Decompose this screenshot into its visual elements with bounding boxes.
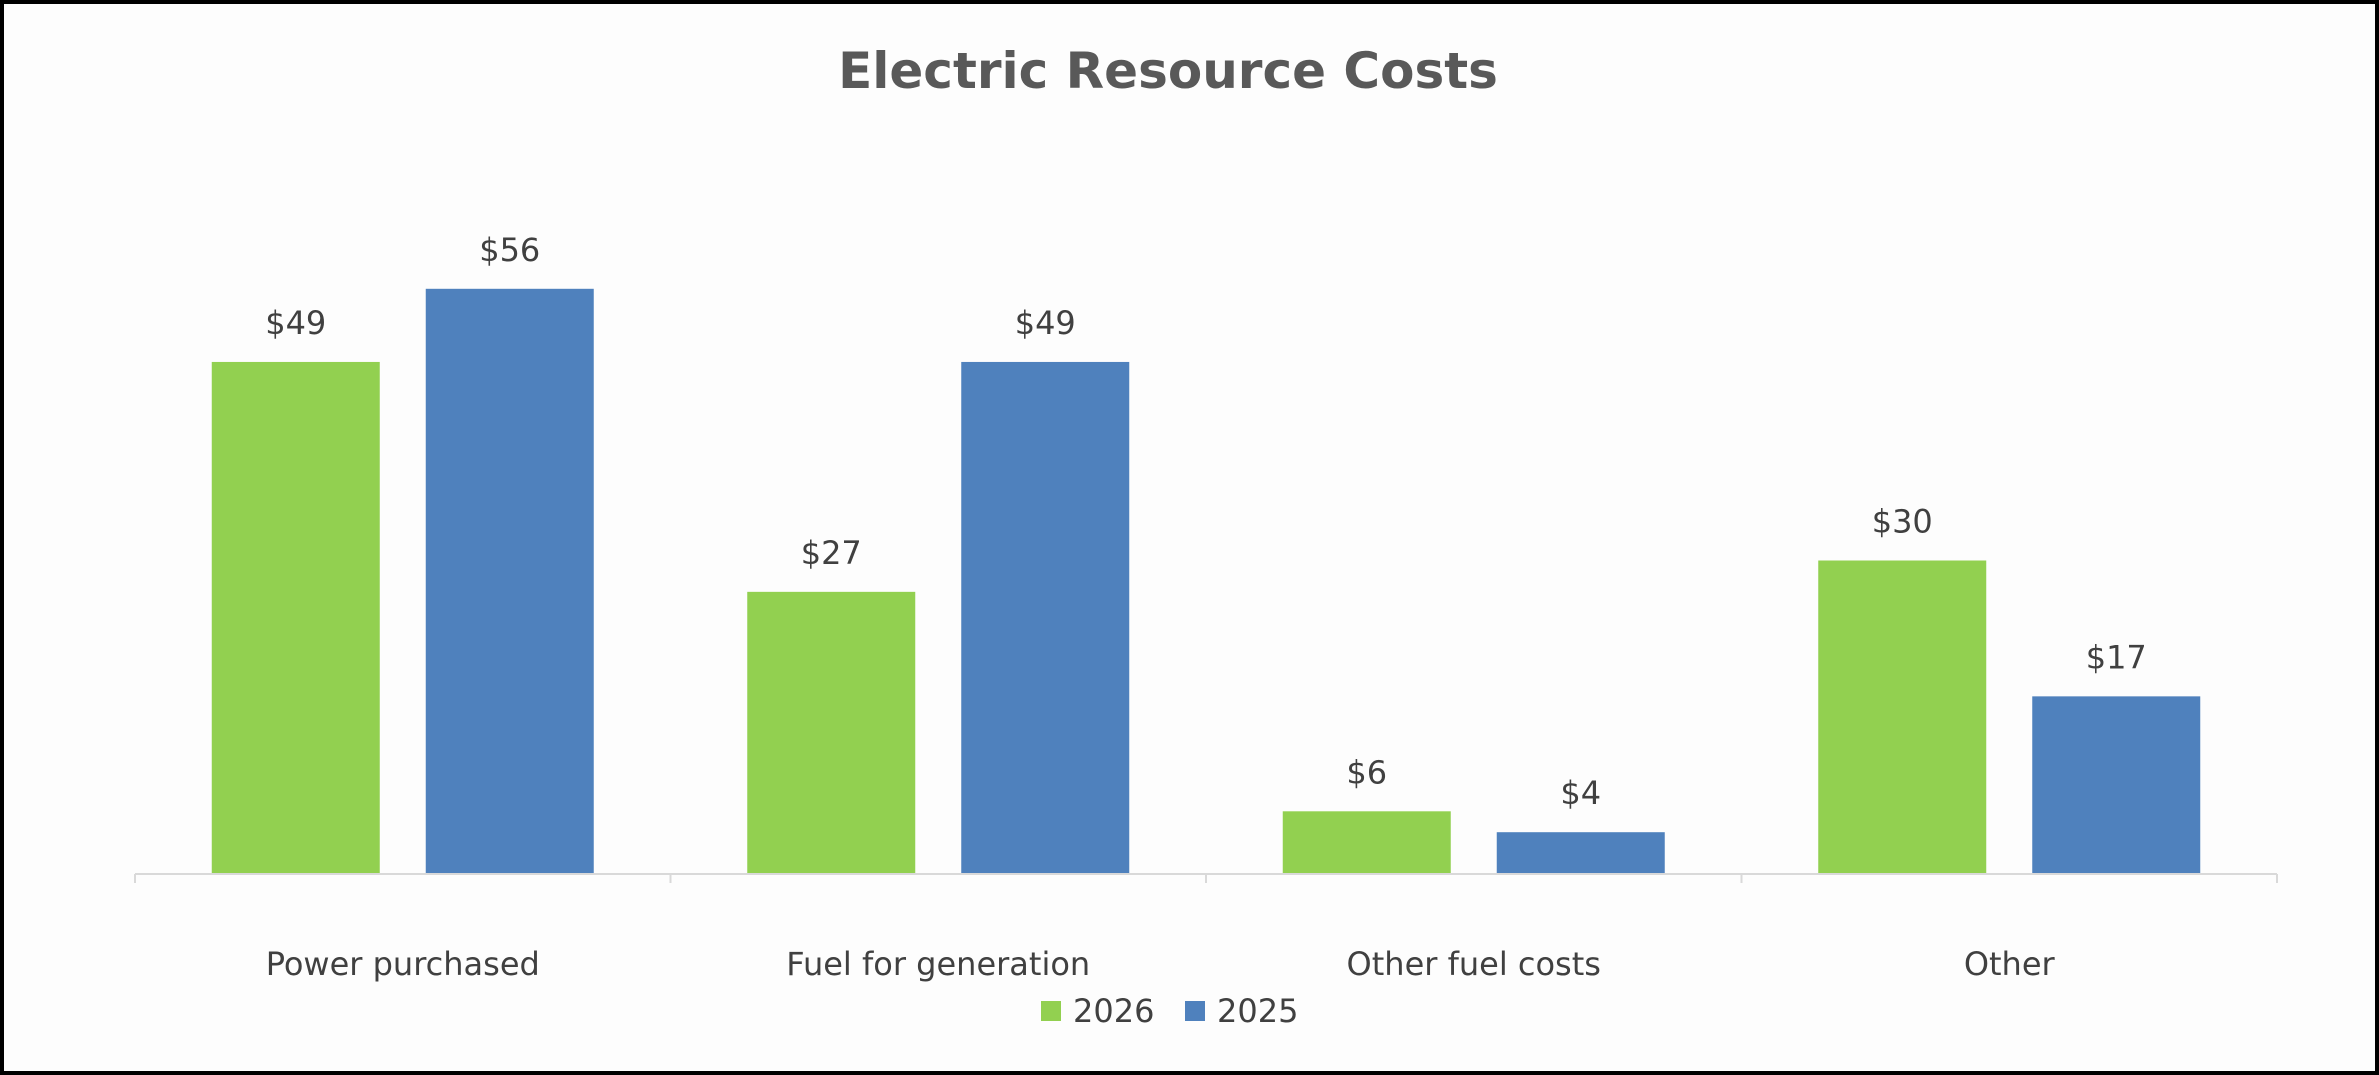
bar-2026-other-fuel-costs [1282,811,1451,874]
data-label-2025-other-fuel-costs: $4 [1560,774,1601,812]
plot-area: $49 $56 $27 $49 $6 $4 $30 $17 Power purchased Fue… [134,231,2278,1030]
bar-2026-other [1818,560,1987,874]
data-label-2025-other: $17 [2086,638,2147,676]
data-label-2025-fuel-for-generation: $49 [1015,304,1076,342]
legend-label-2025: 2025 [1217,992,1298,1030]
legend-swatch-2025 [1185,1001,1205,1021]
legend-label-2026: 2026 [1073,992,1154,1030]
bar-2025-other-fuel-costs [1496,832,1665,874]
legend-swatch-2026 [1041,1001,1061,1021]
x-tick-label-other-fuel-costs: Other fuel costs [1347,945,1601,983]
bar-2026-power-purchased [211,361,380,874]
bar-2025-fuel-for-generation [961,361,1130,874]
data-label-2026-power-purchased: $49 [265,304,326,342]
bar-2025-power-purchased [425,288,594,874]
data-label-2026-fuel-for-generation: $27 [801,534,862,572]
chart-title: Electric Resource Costs [838,42,1498,100]
data-label-2026-other-fuel-costs: $6 [1346,753,1387,791]
bar-2025-other [2032,696,2201,874]
x-tick-label-fuel-for-generation: Fuel for generation [786,945,1090,983]
data-label-2025-power-purchased: $56 [479,231,540,269]
bar-2026-fuel-for-generation [747,591,916,874]
legend: 2026 2025 [1041,992,1298,1030]
x-tick-label-other: Other [1964,945,2056,983]
data-label-2026-other: $30 [1872,503,1933,541]
x-tick-label-power-purchased: Power purchased [266,945,540,983]
